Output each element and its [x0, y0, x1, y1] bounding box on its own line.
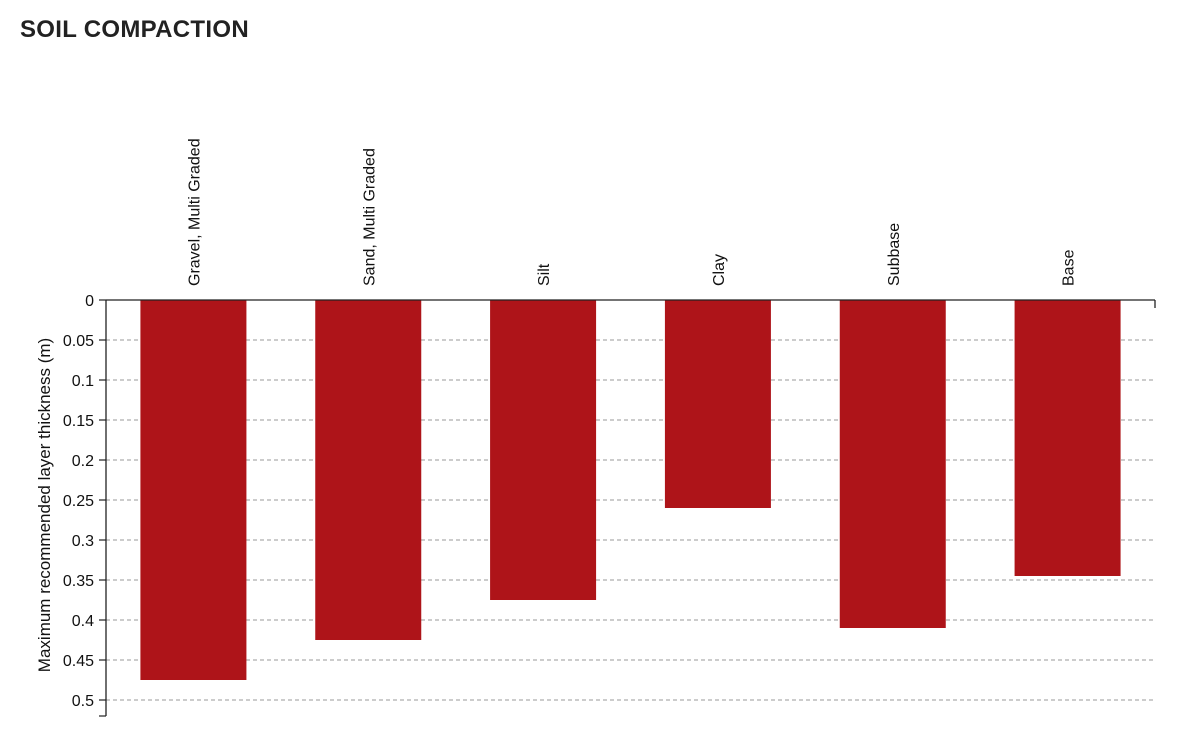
- y-tick-label: 0.25: [63, 493, 94, 510]
- gridlines: [106, 339, 1155, 701]
- y-tick-label: 0.4: [72, 613, 94, 630]
- y-tick-label: 0.3: [72, 533, 94, 550]
- chart-title: SOIL COMPACTION: [20, 16, 249, 43]
- y-tick-label: 0.1: [72, 373, 94, 390]
- bar: [490, 300, 597, 600]
- y-tick-label: 0.5: [72, 693, 94, 710]
- category-label: Base: [1061, 249, 1078, 286]
- category-label: Subbase: [886, 223, 903, 286]
- category-labels: Gravel, Multi Graded Sand, Multi Graded Si…: [186, 138, 1077, 286]
- y-tick-labels: 0 0.05 0.1 0.15 0.2 0.25 0.3 0.35 0.4 0.45 0.5: [63, 293, 94, 710]
- y-axis-title: Maximum recommended layer thickness (m): [35, 338, 54, 672]
- bar: [315, 300, 422, 640]
- y-tick-label: 0: [85, 293, 94, 310]
- category-label: Sand, Multi Graded: [361, 148, 378, 286]
- bar: [1014, 300, 1121, 576]
- bar: [140, 300, 247, 680]
- bars: [140, 300, 1121, 680]
- y-tick-label: 0.2: [72, 453, 94, 470]
- bar: [839, 300, 946, 628]
- y-tick-label: 0.45: [63, 653, 94, 670]
- category-label: Gravel, Multi Graded: [186, 138, 203, 286]
- y-tick-label: 0.15: [63, 413, 94, 430]
- category-label: Clay: [711, 254, 728, 286]
- y-tick-label: 0.05: [63, 333, 94, 350]
- axes: [99, 299, 1156, 717]
- category-label: Silt: [536, 263, 553, 286]
- bar: [664, 300, 771, 508]
- y-tick-label: 0.35: [63, 573, 94, 590]
